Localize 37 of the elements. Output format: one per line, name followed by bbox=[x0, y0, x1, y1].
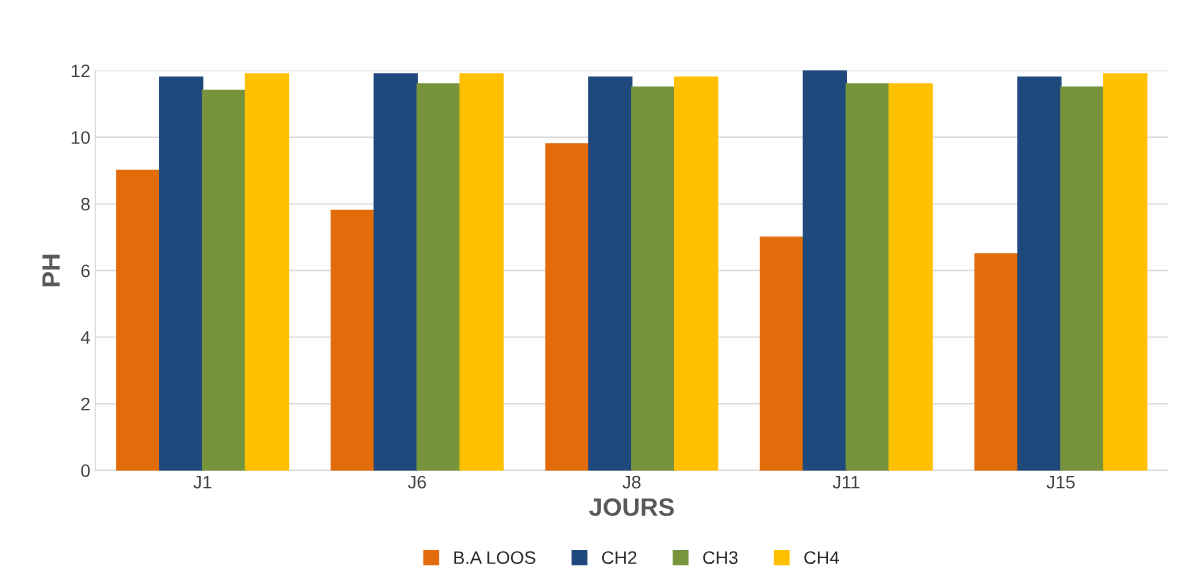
bar bbox=[631, 86, 676, 471]
legend-label: CH2 bbox=[602, 551, 637, 564]
bar bbox=[845, 83, 890, 471]
bar bbox=[802, 70, 848, 471]
x-axis-title: JOURS bbox=[589, 498, 674, 517]
bar bbox=[330, 209, 375, 471]
bar bbox=[588, 76, 633, 471]
x-tick-label: J1 bbox=[193, 475, 212, 489]
x-tick-label: J6 bbox=[407, 475, 426, 489]
x-tick-label: J11 bbox=[832, 475, 860, 489]
bar bbox=[545, 143, 590, 471]
bar bbox=[1103, 73, 1148, 471]
bar bbox=[416, 83, 461, 471]
bar bbox=[1060, 86, 1105, 471]
x-tick-label: J8 bbox=[622, 475, 641, 489]
legend-label: B.A LOOS bbox=[454, 551, 536, 564]
y-tick-label: 2 bbox=[81, 397, 90, 411]
bar bbox=[159, 76, 204, 471]
y-tick-label: 10 bbox=[71, 131, 90, 144]
bar bbox=[201, 89, 247, 471]
bar bbox=[373, 73, 418, 471]
y-tick-label: 6 bbox=[81, 264, 90, 278]
y-tick-label: 8 bbox=[81, 197, 90, 211]
bar bbox=[888, 83, 933, 471]
bar bbox=[244, 73, 290, 471]
y-tick-label: 4 bbox=[80, 331, 90, 344]
bar bbox=[759, 236, 805, 471]
y-axis-title: PH bbox=[42, 254, 60, 287]
bar bbox=[673, 76, 719, 471]
y-tick-label: 12 bbox=[71, 64, 90, 78]
bar bbox=[459, 73, 504, 471]
legend-label: CH4 bbox=[804, 551, 839, 564]
bar bbox=[116, 169, 161, 471]
y-tick-label: 0 bbox=[81, 464, 90, 478]
legend-label: CH3 bbox=[703, 551, 738, 564]
x-tick-label: J15 bbox=[1046, 475, 1075, 489]
bar bbox=[1017, 76, 1062, 471]
